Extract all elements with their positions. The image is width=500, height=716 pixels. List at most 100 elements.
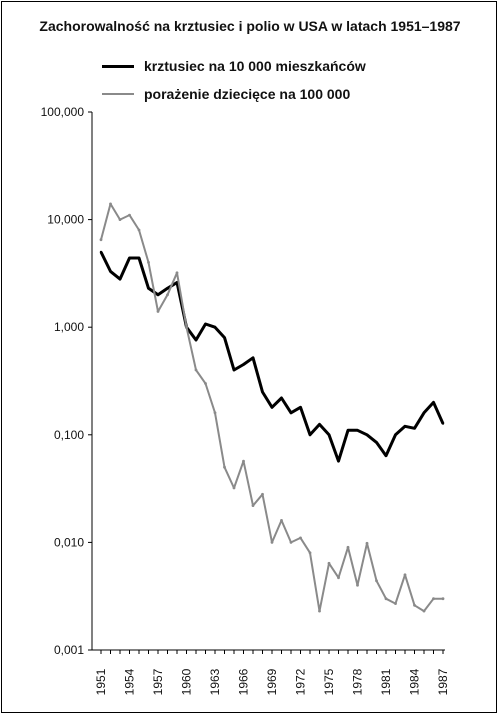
legend-item-polio: porażenie dziecięce na 100 000 — [102, 84, 350, 104]
data-point-polio — [384, 597, 388, 601]
data-point-polio — [270, 541, 274, 544]
data-point-polio — [99, 238, 103, 242]
data-point-polio — [308, 551, 312, 555]
data-point-polio — [137, 228, 141, 232]
y-tick-label: 0,010 — [54, 535, 84, 549]
data-point-polio — [128, 213, 131, 217]
data-point-polio — [194, 368, 198, 372]
data-point-polio — [375, 579, 378, 583]
data-point-pertussis — [432, 401, 435, 404]
data-point-pertussis — [280, 396, 283, 400]
data-point-polio — [432, 597, 435, 601]
x-tick-label: 1987 — [436, 668, 450, 695]
x-tick-label: 1954 — [123, 668, 137, 695]
data-point-pertussis — [242, 363, 245, 366]
data-point-polio — [318, 609, 321, 613]
data-point-polio — [185, 325, 188, 329]
chart-title: Zachorowalność na krztusiec i polio w US… — [39, 18, 461, 34]
data-point-polio — [422, 609, 426, 613]
data-point-pertussis — [337, 459, 340, 463]
data-point-polio — [147, 261, 150, 264]
data-point-polio — [251, 504, 255, 507]
data-point-polio — [289, 541, 293, 544]
data-point-pertussis — [137, 256, 141, 260]
data-point-polio — [394, 602, 397, 605]
data-point-polio — [280, 519, 283, 522]
x-tick-label: 1963 — [208, 668, 222, 695]
data-point-pertussis — [204, 322, 207, 326]
chart-axes — [88, 111, 445, 654]
data-point-polio — [441, 597, 445, 601]
data-point-pertussis — [384, 454, 388, 457]
y-tick-label: 0,100 — [54, 428, 84, 442]
data-point-polio — [109, 202, 112, 206]
x-tick-label: 1981 — [379, 668, 393, 695]
data-point-polio — [213, 411, 217, 415]
data-point-pertussis — [128, 256, 131, 260]
data-point-pertussis — [356, 429, 359, 432]
data-point-pertussis — [109, 270, 112, 273]
data-point-polio — [118, 218, 122, 222]
data-point-polio — [346, 545, 350, 549]
data-point-polio — [327, 561, 331, 565]
data-point-pertussis — [232, 368, 236, 372]
legend-swatch-polio — [102, 93, 134, 95]
y-tick-label: 1,000 — [54, 320, 84, 334]
data-point-pertussis — [99, 250, 103, 254]
data-point-pertussis — [375, 441, 378, 444]
data-point-pertussis — [156, 293, 160, 296]
y-tick-label: 100,000 — [41, 105, 85, 119]
x-tick-label: 1975 — [322, 668, 336, 695]
x-tick-label: 1960 — [180, 668, 194, 695]
data-point-pertussis — [413, 427, 416, 430]
data-point-pertussis — [270, 406, 274, 409]
data-point-polio — [242, 459, 245, 463]
data-point-polio — [204, 382, 207, 385]
data-point-polio — [261, 492, 264, 496]
data-point-pertussis — [213, 326, 217, 329]
data-point-pertussis — [147, 287, 150, 290]
data-point-pertussis — [289, 411, 293, 414]
data-point-pertussis — [118, 277, 122, 281]
data-point-pertussis — [403, 425, 407, 428]
data-point-pertussis — [441, 422, 445, 425]
data-point-pertussis — [251, 356, 255, 359]
data-point-polio — [232, 486, 236, 490]
x-tick-label: 1951 — [94, 668, 108, 695]
data-point-pertussis — [327, 433, 331, 436]
x-tick-label: 1957 — [151, 668, 165, 695]
x-tick-label: 1984 — [408, 668, 422, 695]
chart-axis-labels: 100,000 10,000 1,000 0,100 0,010 0,001 1951 195… — [41, 105, 450, 695]
data-point-polio — [365, 541, 369, 545]
data-point-polio — [403, 573, 407, 577]
data-point-polio — [413, 603, 416, 607]
data-point-pertussis — [299, 406, 302, 409]
data-point-pertussis — [422, 411, 426, 414]
y-tick-label: 10,000 — [47, 213, 84, 227]
legend-label-polio: porażenie dziecięce na 100 000 — [144, 86, 351, 102]
data-point-polio — [175, 271, 179, 275]
legend-label-pertussis: krztusiec na 10 000 mieszkańców — [144, 58, 366, 74]
x-tick-label: 1972 — [294, 668, 308, 695]
legend-item-pertussis: krztusiec na 10 000 mieszkańców — [102, 56, 366, 76]
chart-series — [99, 202, 445, 613]
data-point-polio — [156, 310, 160, 313]
legend-swatch-pertussis — [102, 64, 134, 68]
x-tick-label: 1966 — [237, 668, 251, 695]
data-point-polio — [299, 536, 302, 540]
data-point-polio — [223, 465, 226, 469]
x-tick-label: 1978 — [351, 668, 365, 695]
data-point-pertussis — [308, 433, 312, 436]
data-point-pertussis — [394, 433, 397, 436]
data-point-pertussis — [223, 336, 226, 339]
data-point-pertussis — [318, 423, 321, 426]
data-point-pertussis — [365, 433, 369, 436]
y-tick-label: 0,001 — [54, 643, 84, 657]
data-point-polio — [166, 293, 169, 297]
data-point-pertussis — [346, 429, 350, 432]
data-point-pertussis — [261, 390, 264, 394]
data-point-pertussis — [194, 338, 198, 342]
data-point-pertussis — [166, 287, 169, 290]
